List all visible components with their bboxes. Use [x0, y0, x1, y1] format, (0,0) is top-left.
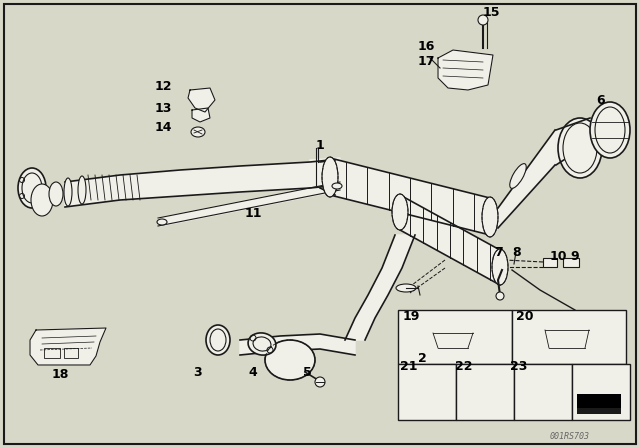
- Polygon shape: [310, 158, 340, 197]
- Polygon shape: [330, 158, 490, 235]
- Ellipse shape: [492, 249, 508, 285]
- Polygon shape: [192, 108, 210, 122]
- Text: 8: 8: [512, 246, 520, 258]
- Text: 10: 10: [550, 250, 568, 263]
- Ellipse shape: [248, 333, 276, 355]
- Text: 12: 12: [155, 79, 173, 92]
- Ellipse shape: [563, 123, 597, 173]
- Text: 6: 6: [596, 94, 605, 107]
- Circle shape: [315, 377, 325, 387]
- Ellipse shape: [510, 164, 526, 188]
- Text: 9: 9: [570, 250, 579, 263]
- Polygon shape: [240, 334, 355, 355]
- Text: 2: 2: [418, 352, 427, 365]
- Ellipse shape: [191, 127, 205, 137]
- Bar: [543, 258, 557, 267]
- Ellipse shape: [482, 197, 498, 237]
- Text: 17: 17: [418, 55, 435, 68]
- Ellipse shape: [558, 118, 602, 178]
- Text: 1: 1: [316, 138, 324, 151]
- Ellipse shape: [392, 194, 408, 230]
- Ellipse shape: [595, 107, 625, 153]
- Text: 4: 4: [248, 366, 257, 379]
- Polygon shape: [65, 160, 330, 207]
- Ellipse shape: [332, 183, 342, 189]
- Ellipse shape: [18, 168, 46, 208]
- Text: 20: 20: [516, 310, 534, 323]
- Ellipse shape: [396, 284, 416, 292]
- Polygon shape: [345, 235, 415, 340]
- Bar: [398, 310, 512, 364]
- Text: 15: 15: [483, 5, 500, 18]
- Polygon shape: [498, 130, 555, 228]
- Ellipse shape: [22, 173, 42, 203]
- Bar: [577, 408, 621, 414]
- Polygon shape: [188, 88, 215, 112]
- Ellipse shape: [322, 157, 338, 197]
- Text: 16: 16: [418, 39, 435, 52]
- Ellipse shape: [206, 325, 230, 355]
- Bar: [563, 258, 579, 267]
- Bar: [398, 364, 456, 420]
- Polygon shape: [158, 182, 342, 226]
- Text: 21: 21: [400, 359, 417, 372]
- Text: 23: 23: [510, 359, 527, 372]
- Ellipse shape: [49, 182, 63, 206]
- Ellipse shape: [31, 184, 53, 216]
- Text: 001RS703: 001RS703: [550, 431, 590, 440]
- Ellipse shape: [265, 340, 315, 380]
- Text: 3: 3: [193, 366, 202, 379]
- Bar: [572, 364, 630, 420]
- Text: 7: 7: [494, 246, 503, 258]
- Text: 19: 19: [403, 310, 420, 323]
- Polygon shape: [400, 195, 500, 285]
- Polygon shape: [438, 50, 493, 90]
- Circle shape: [478, 15, 488, 25]
- Bar: [456, 364, 514, 420]
- Text: 22: 22: [455, 359, 472, 372]
- Polygon shape: [556, 118, 590, 165]
- Text: 18: 18: [52, 367, 69, 380]
- Bar: [64, 348, 78, 358]
- Bar: [594, 336, 608, 344]
- Text: 5: 5: [303, 366, 312, 379]
- Text: 11: 11: [245, 207, 262, 220]
- Bar: [577, 394, 621, 408]
- Bar: [512, 310, 626, 364]
- Ellipse shape: [78, 176, 86, 204]
- Text: 13: 13: [155, 102, 172, 115]
- Ellipse shape: [157, 219, 167, 225]
- Polygon shape: [30, 328, 106, 365]
- Circle shape: [496, 292, 504, 300]
- Ellipse shape: [64, 178, 72, 206]
- Ellipse shape: [590, 102, 630, 158]
- Bar: [44, 348, 60, 358]
- Bar: [514, 364, 572, 420]
- Text: 14: 14: [155, 121, 173, 134]
